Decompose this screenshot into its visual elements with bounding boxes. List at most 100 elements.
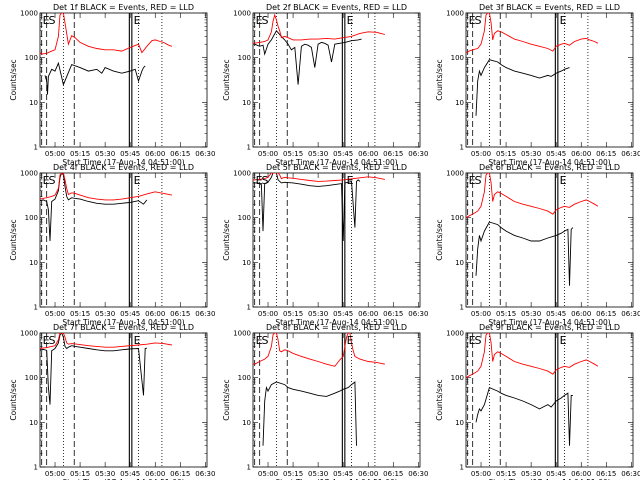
y-tick-label: 10 [455,99,464,107]
plot-frame [39,332,208,468]
interval-marker-label: E [347,14,354,27]
x-tick-label: 05:15 [283,310,303,318]
x-tick-label: 06:15 [596,150,616,158]
y-tick-label: 10 [242,419,251,427]
x-tick-label: 05:30 [308,470,328,478]
plot-frame [465,12,634,148]
y-tick-label: 1000 [446,10,464,18]
y-tick-label: 100 [238,214,251,222]
x-tick-label: 05:00 [471,310,491,318]
x-axis-label: Start Time (17-Aug-14 04:51:00) [62,158,184,167]
x-tick-label: 06:00 [571,150,591,158]
chart-panel-1: Det 1f BLACK = Events, RED = LLD 1 10 100 10… [9,3,215,167]
y-axis-label: Counts/sec [435,59,444,100]
series-line-lld [466,173,599,219]
series-line-lld [40,173,172,201]
x-tick-label: 05:15 [70,150,90,158]
x-tick-label: 05:00 [258,150,278,158]
x-tick-label: 05:45 [546,150,566,158]
y-tick-label: 1000 [233,170,251,178]
chart-panel-8: Det 8f BLACK = Events, RED = LLD 1 10 100 10… [222,323,428,480]
y-tick-label: 1 [460,304,464,312]
x-tick-label: 05:30 [521,310,541,318]
y-tick-label: 1000 [20,330,38,338]
x-tick-label: 05:15 [496,150,516,158]
y-tick-label: 10 [242,99,251,107]
y-tick-label: 1000 [446,330,464,338]
y-tick-label: 100 [238,374,251,382]
y-tick-label: 10 [455,419,464,427]
panel-title: Det 2f BLACK = Events, RED = LLD [266,3,407,12]
interval-marker-label: E [560,174,567,187]
x-tick-label: 06:15 [596,470,616,478]
interval-marker-label: S [262,14,269,27]
x-tick-label: 06:00 [145,470,165,478]
y-tick-label: 1000 [233,330,251,338]
x-tick-label: 06:30 [408,310,428,318]
x-axis-label: Start Time (17-Aug-14 04:51:00) [275,158,397,167]
series-line-events [253,173,361,242]
x-tick-label: 06:30 [195,470,215,478]
y-tick-label: 10 [242,259,251,267]
chart-panel-7: Det 7f BLACK = Events, RED = LLD 1 10 100 10… [9,323,215,480]
panel-title: Det 5f BLACK = Events, RED = LLD [266,163,407,172]
interval-marker-label: E [43,174,50,187]
y-tick-label: 100 [25,214,38,222]
y-axis-label: Counts/sec [222,219,231,260]
x-axis-label: Start Time (17-Aug-14 04:51:00) [488,318,610,327]
y-tick-label: 1 [247,464,251,472]
x-tick-label: 05:15 [283,150,303,158]
series-line-lld [40,13,173,55]
interval-marker-label: E [43,334,50,347]
interval-marker-label: E [560,14,567,27]
x-tick-label: 05:30 [95,310,115,318]
x-tick-label: 05:45 [333,150,353,158]
x-axis-label: Start Time (17-Aug-14 04:51:00) [488,478,610,480]
y-tick-label: 10 [29,419,38,427]
chart-panel-3: Det 3f BLACK = Events, RED = LLD 1 10 100 10… [435,3,640,167]
x-tick-label: 05:45 [120,150,140,158]
x-tick-label: 05:30 [521,150,541,158]
plot-frame [465,332,634,468]
x-tick-label: 05:00 [471,470,491,478]
y-tick-label: 1 [34,144,38,152]
panel-title: Det 9f BLACK = Events, RED = LLD [479,323,620,332]
x-tick-label: 05:45 [120,310,140,318]
panel-title: Det 4f BLACK = Events, RED = LLD [53,163,194,172]
interval-marker-label: S [49,14,56,27]
y-tick-label: 1000 [20,10,38,18]
panel-title: Det 8f BLACK = Events, RED = LLD [266,323,407,332]
y-axis-label: Counts/sec [222,379,231,420]
x-tick-label: 06:15 [383,150,403,158]
y-tick-label: 1 [460,464,464,472]
y-axis-label: Counts/sec [435,379,444,420]
x-tick-label: 05:30 [95,470,115,478]
y-tick-label: 1 [34,304,38,312]
interval-marker-label: S [262,174,269,187]
series-line-events [44,61,146,95]
plot-frame [252,12,421,148]
x-axis-label: Start Time (17-Aug-14 04:51:00) [62,478,184,480]
plot-frame [39,172,208,308]
y-axis-label: Counts/sec [9,59,18,100]
series-line-events [475,59,570,116]
interval-marker-label: S [49,334,56,347]
interval-marker-label: E [43,14,50,27]
x-tick-label: 05:45 [546,470,566,478]
x-axis-label: Start Time (17-Aug-14 04:51:00) [488,158,610,167]
x-tick-label: 05:00 [45,150,65,158]
panel-title: Det 7f BLACK = Events, RED = LLD [53,323,194,332]
interval-marker-label: S [49,174,56,187]
interval-marker-label: E [256,14,263,27]
series-line-events [475,386,573,446]
chart-panel-9: Det 9f BLACK = Events, RED = LLD 1 10 100 10… [435,323,640,480]
interval-marker-label: S [262,334,269,347]
interval-marker-label: E [347,334,354,347]
interval-marker-label: E [469,334,476,347]
interval-marker-label: S [475,334,482,347]
y-tick-label: 100 [451,214,464,222]
interval-marker-label: E [134,14,141,27]
x-tick-label: 06:30 [621,150,640,158]
plot-frame [465,172,634,308]
x-tick-label: 06:15 [596,310,616,318]
